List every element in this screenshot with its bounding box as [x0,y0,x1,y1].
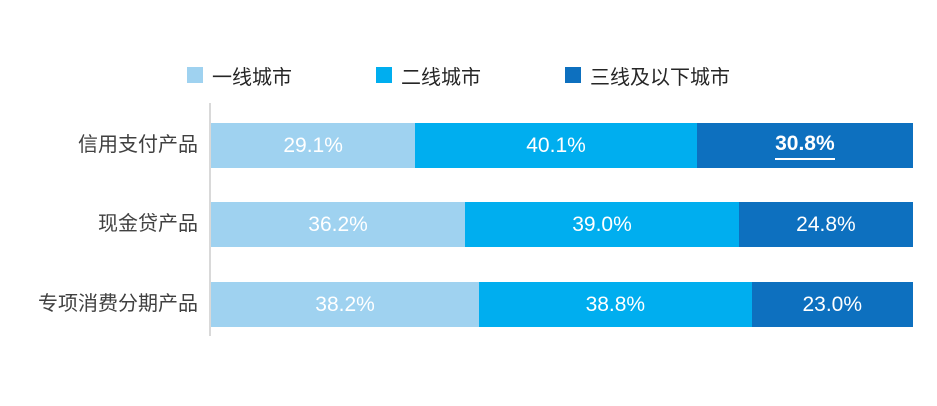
value-label: 38.2% [315,292,375,316]
legend-swatch-icon [565,67,581,83]
bar-row: 信用支付产品 29.1% 40.1% 30.8% [0,123,913,168]
plot-area: 信用支付产品 29.1% 40.1% 30.8% 现金贷产品 36.2% 39.0% 24.8… [0,103,913,336]
bar-segment: 23.0% [751,282,913,327]
bar-segment: 38.8% [479,282,752,327]
legend-item: 一线城市 [187,66,292,90]
value-label: 40.1% [526,133,586,157]
bar-segment: 38.2% [211,282,480,327]
category-label: 现金贷产品 [98,213,198,235]
value-label: 23.0% [802,292,863,316]
legend-label: 一线城市 [212,67,292,89]
bar-segment: 29.1% [211,123,416,168]
value-label: 38.8% [585,292,646,316]
chart-legend: 一线城市 二线城市 三线及以下城市 [187,66,730,90]
legend-item: 二线城市 [376,66,481,90]
stacked-bar: 36.2% 39.0% 24.8% [211,202,913,247]
value-label: 24.8% [796,212,856,236]
bar-segment: 36.2% [211,202,466,247]
legend-label: 二线城市 [401,67,481,89]
bar-row: 现金贷产品 36.2% 39.0% 24.8% [0,202,913,247]
category-axis-line [209,103,211,336]
value-label-highlighted: 30.8% [775,132,835,160]
bar-segment: 30.8% [696,123,913,168]
value-label: 36.2% [308,212,368,236]
stacked-bar: 29.1% 40.1% 30.8% [211,123,913,168]
category-label: 专项消费分期产品 [38,293,198,315]
value-label: 39.0% [572,212,632,236]
legend-swatch-icon [187,67,203,83]
category-label: 信用支付产品 [78,134,198,156]
legend-label: 三线及以下城市 [590,67,730,89]
stacked-bar: 38.2% 38.8% 23.0% [211,282,913,327]
legend-item: 三线及以下城市 [565,66,730,90]
value-label: 29.1% [283,133,343,157]
bar-segment: 39.0% [465,202,739,247]
bar-segment: 24.8% [738,202,913,247]
bar-segment: 40.1% [415,123,697,168]
bar-row: 专项消费分期产品 38.2% 38.8% 23.0% [0,282,913,327]
legend-swatch-icon [376,67,392,83]
